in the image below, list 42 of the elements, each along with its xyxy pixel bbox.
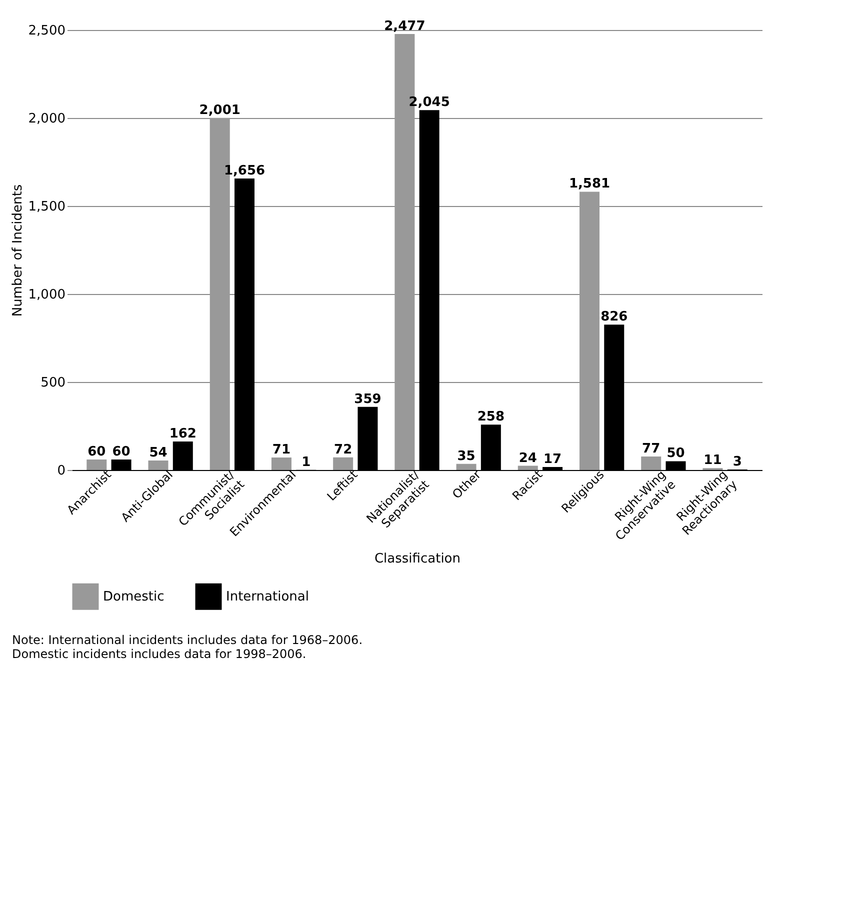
- data-label: 2,001: [199, 102, 240, 118]
- bar: [518, 466, 538, 470]
- data-label: 2,045: [408, 95, 450, 110]
- bar: [333, 457, 354, 470]
- data-label: 71: [272, 442, 291, 458]
- y-tick-label: 2,500: [28, 24, 66, 38]
- legend-label: International: [226, 590, 309, 605]
- bar: [148, 460, 168, 470]
- bar: [456, 464, 476, 470]
- data-label: 162: [169, 426, 196, 442]
- y-tick-label: 0: [57, 464, 66, 478]
- data-label: 60: [88, 444, 106, 460]
- text: Domestic incidents includes data for 1998–2006.: [12, 647, 306, 661]
- data-label: 1,581: [568, 176, 610, 192]
- bar: [580, 192, 600, 470]
- y-tick-label: 500: [40, 376, 66, 390]
- data-label: 35: [457, 448, 476, 464]
- data-label: 1,656: [224, 164, 266, 179]
- data-label: 2,477: [384, 19, 426, 34]
- data-label: 1: [302, 454, 311, 470]
- data-label: 3: [732, 454, 742, 470]
- y-tick-label: 2,000: [28, 112, 66, 126]
- y-tick-label: 1,500: [28, 200, 66, 214]
- data-label: 826: [600, 310, 628, 325]
- text: Note: International incidents includes data for 1968–2006.: [12, 633, 363, 647]
- data-label: 24: [518, 450, 537, 466]
- data-label: 359: [354, 392, 382, 407]
- y-axis-title: Number of Incidents: [10, 184, 26, 317]
- bar: [641, 456, 662, 470]
- data-label: 50: [666, 446, 685, 462]
- legend-label: Domestic: [103, 590, 164, 605]
- bar: [86, 459, 107, 470]
- data-label: 11: [704, 453, 722, 468]
- data-label: 17: [543, 452, 562, 468]
- data-label: 72: [334, 442, 352, 458]
- x-axis-title: Classification: [374, 551, 461, 566]
- data-label: 60: [112, 444, 130, 460]
- bar: [271, 458, 292, 470]
- y-tick-label: 1,000: [28, 288, 66, 302]
- data-label: 54: [149, 445, 168, 460]
- data-label: 258: [477, 410, 504, 425]
- data-label: 77: [642, 441, 660, 456]
